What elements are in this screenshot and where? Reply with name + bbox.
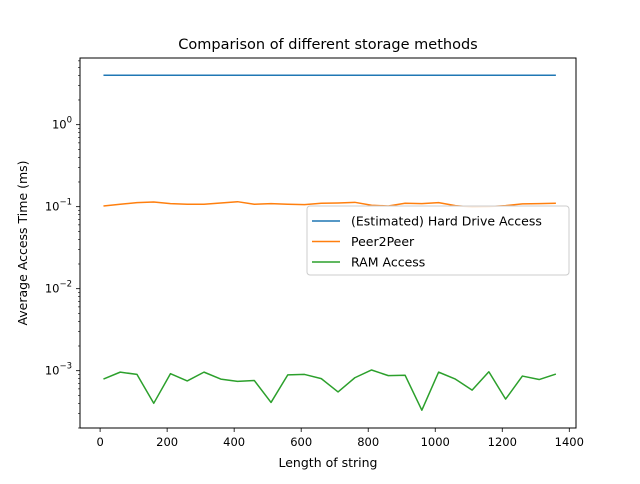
x-tick-label: 1400 bbox=[555, 435, 584, 449]
x-axis-label: Length of string bbox=[279, 455, 378, 470]
x-tick-label: 400 bbox=[223, 435, 245, 449]
y-tick-label: 10−1 bbox=[45, 198, 72, 214]
y-tick-label: 10−3 bbox=[45, 362, 72, 378]
x-axis-ticks: 0 200 400 600 800 1000 1200 1400 bbox=[96, 428, 584, 449]
series-line-2 bbox=[103, 369, 557, 411]
y-tick-label: 100 bbox=[52, 116, 72, 132]
legend: (Estimated) Hard Drive Access Peer2Peer RA… bbox=[306, 205, 570, 276]
x-tick-label: 200 bbox=[156, 435, 178, 449]
y-axis-label: Average Access Time (ms) bbox=[15, 160, 30, 325]
plot-frame bbox=[79, 57, 577, 429]
legend-label-2: RAM Access bbox=[351, 255, 425, 270]
y-axis-ticks: 10−3 10−2 10−1 100 bbox=[45, 60, 80, 429]
y-tick-label: 10−2 bbox=[45, 280, 72, 296]
legend-frame bbox=[306, 205, 570, 276]
legend-label-0: (Estimated) Hard Drive Access bbox=[351, 214, 542, 229]
x-tick-label: 600 bbox=[290, 435, 312, 449]
legend-label-1: Peer2Peer bbox=[351, 234, 415, 249]
x-tick-label: 800 bbox=[357, 435, 379, 449]
x-tick-label: 1200 bbox=[488, 435, 517, 449]
x-tick-label: 1000 bbox=[421, 435, 450, 449]
chart-title: Comparison of different storage methods bbox=[178, 37, 477, 53]
x-tick-label: 0 bbox=[96, 435, 103, 449]
